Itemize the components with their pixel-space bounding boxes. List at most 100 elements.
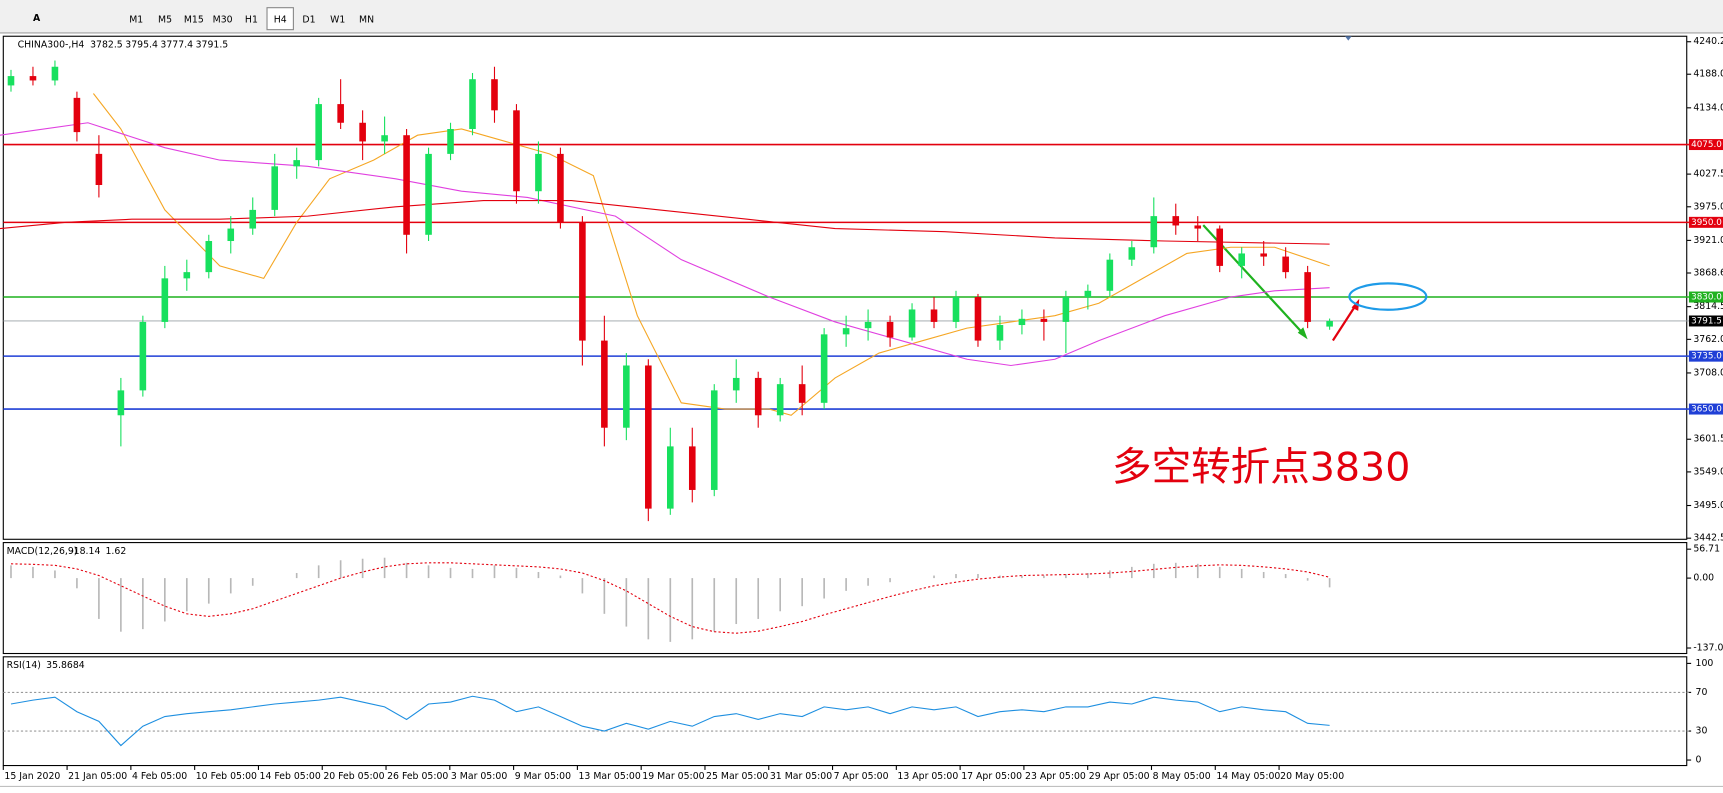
tf-active[interactable] [266,7,294,31]
y-tick-label: 4240.2 [1693,36,1723,47]
candle-body [820,334,828,403]
level-tag [1688,216,1723,228]
x-tick-label: 31 Mar 05:00 [770,771,832,782]
candle-body [315,104,322,161]
candle-body [1150,216,1158,248]
candle-body [842,328,850,335]
y-tick-label: 3549.0 [1693,466,1723,477]
macd-tick-label: 0.00 [1693,573,1714,584]
candle-body [447,128,454,154]
tf-button[interactable]: MN [359,14,374,25]
candle-body [205,241,213,273]
y-tick-label: 3708.0 [1693,367,1723,378]
x-tick-label: 19 Mar 05:00 [642,771,704,782]
tf-button[interactable]: M30 [213,14,233,25]
y-tick-label: 4188.0 [1693,69,1723,80]
candle-body [227,228,235,242]
x-tick-label: 29 Apr 05:00 [1089,771,1150,782]
candle-body [359,122,366,142]
macd-tick-label: -137.01 [1693,643,1723,654]
macd-pane [2,542,1688,655]
candle-body [1282,256,1289,273]
tf-button[interactable]: M1 [129,14,143,25]
candle-body [1106,259,1114,291]
candle-body [51,66,59,81]
moving-average [0,200,1330,245]
period-sep [1344,36,1352,41]
ohlc-value: 3782.5 [90,40,123,51]
rsi-pane [2,656,1688,767]
candle-body [1084,290,1092,298]
rsi-line [10,695,1330,747]
level-tag [1688,403,1723,415]
candle-body [381,135,388,142]
x-tick-label: 21 Jan 05:00 [68,771,127,782]
level-label: 3735.0 [1691,352,1722,362]
rsi-tick-label: 100 [1696,658,1714,669]
x-tick-label: 14 May 05:00 [1216,771,1280,782]
candle-body [908,309,916,338]
tf-button[interactable]: M15 [184,14,204,25]
candle-body [425,153,432,235]
candle-body [710,390,718,490]
y-tick-label: 3495.0 [1693,500,1723,511]
y-tick-label: 3921.0 [1693,235,1723,246]
x-tick-label: 15 Jan 2020 [4,771,60,782]
candle-body [183,272,191,279]
candle-body [1018,318,1026,326]
candle-body [776,384,784,416]
x-tick-label: 26 Feb 05:00 [387,771,448,782]
tf-button[interactable]: M5 [158,14,172,25]
rsi-tick-label: 70 [1696,687,1708,698]
candle-body [1216,228,1224,266]
y-tick-label: 4027.5 [1693,169,1723,180]
candle-body [161,278,169,322]
up-arrow [1331,302,1359,342]
level-label: 4075.0 [1691,140,1722,150]
symbol: CHINA300-,H4 [18,40,85,51]
candle-body [249,209,257,229]
main-pane [2,35,1688,540]
candle-body [139,321,147,391]
y-tick-label: 3601.5 [1693,434,1723,445]
candle-body [557,153,564,223]
x-tick-label: 23 Apr 05:00 [1025,771,1086,782]
level-tag [1688,350,1723,362]
candle-body [73,97,81,133]
candle-body [667,446,674,509]
y-tick-label: 3442.5 [1693,533,1723,544]
candle-body [95,153,103,186]
rsi-current: 35.8684 [46,660,85,671]
candle-body [337,104,344,123]
tf-button[interactable]: W1 [330,14,345,25]
candle-body [798,384,806,403]
tf-button[interactable]: H1 [245,14,258,25]
down-arrow-head [1297,327,1308,340]
level-label: 3791.5 [1691,316,1722,326]
x-tick-label: 20 May 05:00 [1280,771,1344,782]
x-tick-label: 9 Mar 05:00 [515,771,571,782]
candle-body [403,135,410,235]
candle-body [886,321,894,338]
candle-body [1304,272,1311,322]
moving-average [0,122,1330,367]
candle-body [688,446,696,490]
x-tick-label: 4 Feb 05:00 [132,771,187,782]
candle-body [754,377,762,416]
tf-button[interactable]: D1 [302,14,315,25]
candle-body [29,76,37,81]
x-tick-label: 17 Apr 05:00 [961,771,1022,782]
y-tick-label: 3762.0 [1693,334,1723,345]
x-tick-label: 20 Feb 05:00 [323,771,384,782]
tf-button[interactable]: H4 [274,14,287,25]
candle-body [1260,253,1267,257]
ohlc-value: 3795.4 [125,40,158,51]
macd-tick-label: 56.71 [1693,544,1720,555]
x-tick-label: 13 Mar 05:00 [578,771,640,782]
macd-current: -18.14 [70,546,100,557]
x-tick-label: 3 Mar 05:00 [451,771,507,782]
candle-body [579,222,586,341]
y-tick-label: 3814.5 [1693,301,1723,312]
level-tag [1688,139,1723,151]
